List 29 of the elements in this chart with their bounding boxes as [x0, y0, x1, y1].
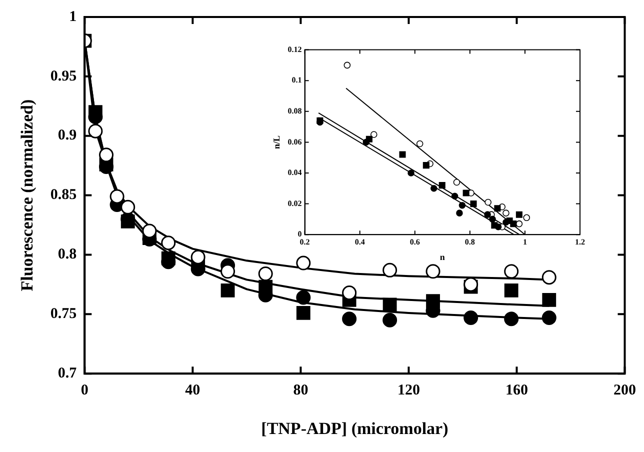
y-tick-label: 0.06	[288, 137, 302, 146]
y-tick-label: 0	[298, 230, 302, 239]
x-tick-label: 0	[80, 382, 88, 398]
y-tick-label: 0.1	[292, 76, 302, 85]
y-axis-title: Fluorescence (normalized)	[18, 99, 37, 292]
x-tick-label: 200	[614, 382, 636, 398]
x-tick-label: 0.2	[300, 237, 310, 246]
y-tick-label: 0.85	[50, 187, 77, 204]
x-tick-label: 1.2	[575, 237, 585, 246]
x-tick-label: 0.4	[354, 237, 365, 246]
x-tick-label: 80	[293, 382, 308, 398]
y-tick-label: 0.7	[58, 365, 78, 382]
y-tick-label: 0.04	[288, 168, 302, 178]
x-tick-label: 40	[185, 382, 200, 398]
x-tick-label: 120	[397, 382, 420, 398]
y-tick-label: 0.12	[288, 44, 302, 54]
x-tick-label: 160	[505, 382, 528, 398]
y-tick-label: 0.02	[288, 198, 302, 208]
y-tick-label: 0.95	[50, 68, 77, 84]
y-tick-label: 0.9	[58, 128, 77, 144]
x-axis-title: [TNP-ADP] (micromolar)	[261, 419, 448, 438]
y-tick-label: 1	[69, 8, 77, 25]
x-tick-label: 0.8	[464, 237, 475, 246]
y-axis-title: n/L	[272, 135, 282, 149]
x-tick-label: 1	[522, 237, 527, 246]
y-tick-label: 0.08	[288, 106, 302, 116]
y-tick-label: 0.75	[50, 306, 77, 322]
x-axis-title: n	[440, 252, 445, 262]
x-tick-label: 0.6	[410, 237, 420, 246]
